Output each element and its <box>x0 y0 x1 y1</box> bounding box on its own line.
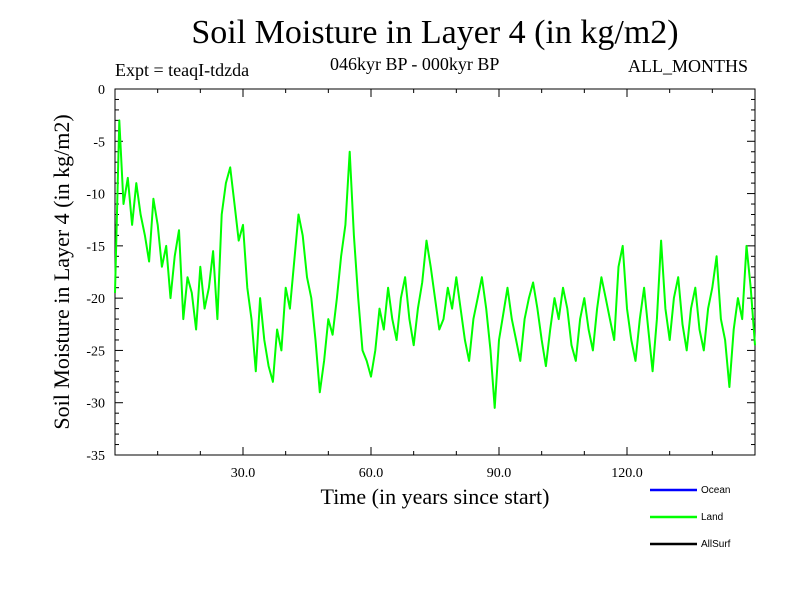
legend: Ocean Land AllSurf <box>650 485 731 550</box>
y-tick-label: -35 <box>86 449 105 464</box>
y-tick-label: -25 <box>86 344 105 359</box>
y-tick-label: 0 <box>98 83 105 98</box>
y-tick-label: -10 <box>86 188 105 203</box>
months-label: ALL_MONTHS <box>628 56 748 76</box>
y-tick-label: -15 <box>86 240 105 255</box>
x-tick-label: 90.0 <box>487 466 512 481</box>
x-tick-label: 120.0 <box>611 466 643 481</box>
x-tick-label: 30.0 <box>231 466 256 481</box>
x-tick-label: 60.0 <box>359 466 384 481</box>
experiment-label: Expt = teaqI-tdzda <box>115 60 250 80</box>
legend-label-allsurf: AllSurf <box>701 539 731 550</box>
y-tick-label: -30 <box>86 397 105 412</box>
axis-ticks: 0 -5 -10 -15 -20 -25 -30 -35 30.0 60.0 90.0 120.0 <box>86 83 755 481</box>
series-line-land <box>114 119 756 409</box>
y-tick-label: -20 <box>86 292 105 307</box>
legend-label-ocean: Ocean <box>701 485 730 496</box>
series-layer <box>114 119 756 409</box>
x-axis-label: Time (in years since start) <box>320 484 550 509</box>
y-tick-label: -5 <box>93 135 105 150</box>
chart-title: Soil Moisture in Layer 4 (in kg/m2) <box>191 14 679 51</box>
period-label: 046kyr BP - 000kyr BP <box>330 54 500 74</box>
legend-label-land: Land <box>701 512 723 523</box>
